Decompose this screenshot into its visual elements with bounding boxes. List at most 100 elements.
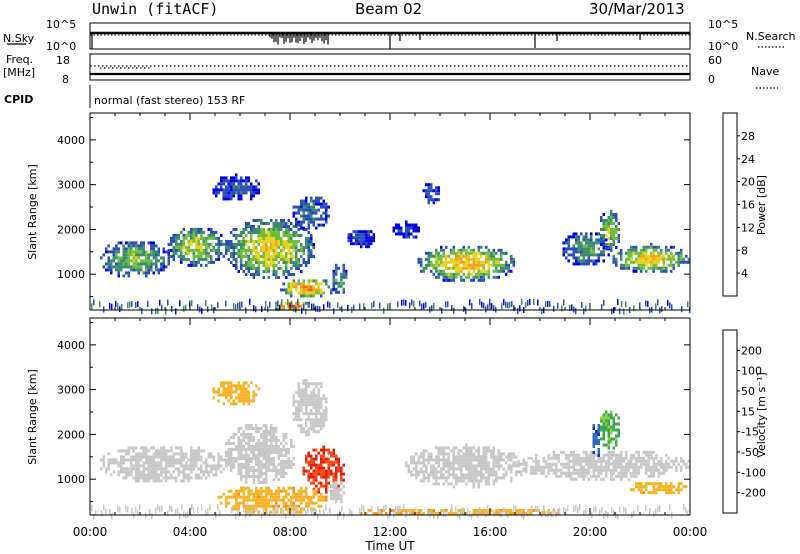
velocity-cell xyxy=(447,452,450,456)
power-cell xyxy=(457,260,460,264)
power-cell xyxy=(270,240,273,243)
velocity-cell xyxy=(585,462,588,466)
velocity-cell xyxy=(115,461,118,465)
velocity-cell xyxy=(252,495,255,499)
power-noise-cell xyxy=(603,299,605,306)
power-cell xyxy=(500,251,503,255)
power-cell xyxy=(590,247,593,251)
velocity-cell xyxy=(242,454,245,457)
velocity-cell xyxy=(572,450,575,454)
power-cell xyxy=(140,247,143,251)
power-cell xyxy=(302,252,305,255)
power-cell xyxy=(240,246,243,249)
velocity-cell xyxy=(130,464,133,468)
velocity-noise-cell xyxy=(377,506,379,513)
power-cell xyxy=(302,261,305,264)
power-cell xyxy=(202,236,205,240)
velocity-cell xyxy=(227,448,230,451)
power-cell xyxy=(292,214,295,218)
power-cell xyxy=(502,266,505,270)
power-cell xyxy=(210,230,213,234)
power-cell xyxy=(242,185,245,189)
velocity-cell xyxy=(612,453,615,457)
velocity-cell xyxy=(602,428,605,432)
velocity-cell xyxy=(615,413,618,417)
velocity-cell xyxy=(120,470,123,474)
power-cell xyxy=(570,253,573,257)
power-cell xyxy=(452,260,455,264)
velocity-noise-cell xyxy=(307,507,309,514)
velocity-cell xyxy=(262,498,265,502)
power-cell xyxy=(282,234,285,237)
velocity-noise-cell xyxy=(93,513,95,520)
velocity-cell xyxy=(300,424,303,428)
velocity-cell xyxy=(442,473,445,477)
velocity-cell xyxy=(470,464,473,468)
velocity-cell xyxy=(195,455,198,459)
power-cell xyxy=(285,261,288,264)
power-cell xyxy=(262,252,265,255)
velocity-cell xyxy=(602,437,605,441)
velocity-cell xyxy=(647,491,650,495)
velocity-cell xyxy=(650,471,653,475)
velocity-noise-cell xyxy=(249,511,251,517)
power-cell xyxy=(260,222,263,225)
power-cell xyxy=(280,307,283,311)
power-cell xyxy=(287,243,290,246)
velocity-cell xyxy=(122,476,125,480)
power-cell xyxy=(277,237,280,240)
power-cell xyxy=(272,258,275,261)
power-cell xyxy=(607,225,610,228)
power-cell xyxy=(462,278,465,282)
velocity-cell xyxy=(672,462,675,466)
velocity-cell xyxy=(445,464,448,468)
power-cell xyxy=(472,257,475,261)
velocity-cell xyxy=(427,479,430,483)
power-cell xyxy=(150,262,153,266)
velocity-cell xyxy=(535,459,538,463)
power-cell xyxy=(245,188,248,192)
power-noise-cell xyxy=(201,307,203,314)
velocity-cell xyxy=(295,510,298,514)
power-cell xyxy=(307,282,310,286)
velocity-noise-cell xyxy=(283,509,285,516)
velocity-cell xyxy=(292,418,295,422)
power-cell xyxy=(567,247,570,251)
power-cell xyxy=(670,257,673,261)
velocity-cell xyxy=(227,381,230,385)
velocity-cell xyxy=(410,455,413,459)
power-cell xyxy=(192,257,195,261)
power-cell xyxy=(457,257,460,261)
power-cell xyxy=(302,199,305,203)
power-noise-cell xyxy=(453,307,455,314)
power-cell xyxy=(255,231,258,234)
velocity-cell xyxy=(482,452,485,456)
velocity-cell xyxy=(340,478,343,482)
power-cell xyxy=(617,228,620,231)
velocity-cell xyxy=(235,501,238,505)
power-cell xyxy=(305,214,308,218)
power-cell xyxy=(162,265,165,269)
velocity-cell xyxy=(365,512,368,515)
velocity-cell xyxy=(535,468,538,472)
power-cell xyxy=(472,275,475,279)
power-cell xyxy=(292,211,295,215)
velocity-cell xyxy=(645,471,648,475)
power-cell xyxy=(287,234,290,237)
power-cell xyxy=(247,261,250,264)
velocity-cell xyxy=(335,457,338,461)
power-noise-cell xyxy=(313,303,315,310)
power-cell xyxy=(435,198,438,202)
power-region xyxy=(100,241,170,278)
power-cell xyxy=(310,255,313,258)
velocity-cell xyxy=(197,455,200,459)
power-cell xyxy=(492,263,495,267)
velocity-cell xyxy=(505,512,508,515)
velocity-cell xyxy=(155,449,158,453)
velocity-cell xyxy=(600,465,603,469)
velocity-cell xyxy=(662,468,665,472)
velocity-cell xyxy=(275,445,278,448)
power-cell xyxy=(597,232,600,236)
power-noise-cell xyxy=(291,300,293,307)
power-cell xyxy=(167,262,170,266)
